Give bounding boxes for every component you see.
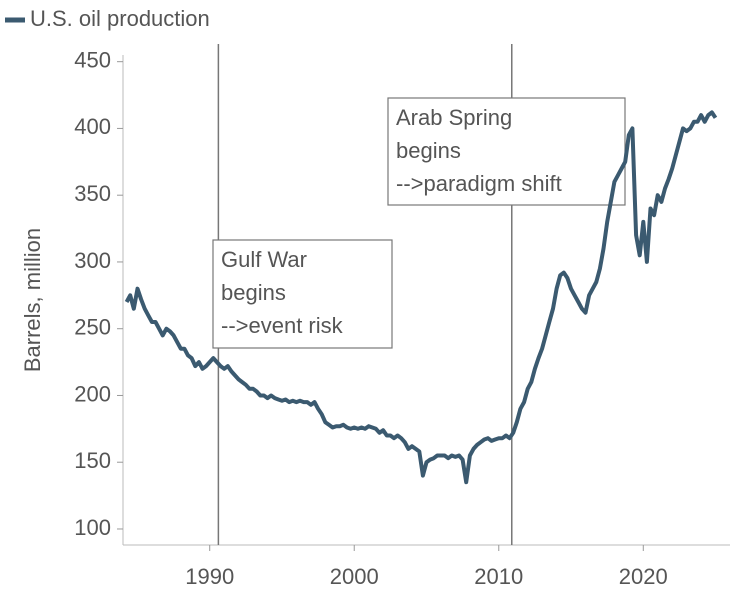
x-tick-label: 2010 bbox=[474, 564, 523, 589]
annotation-box bbox=[212, 239, 393, 349]
y-tick-label: 450 bbox=[74, 47, 111, 72]
annotation-box bbox=[387, 97, 626, 206]
y-tick-label: 150 bbox=[74, 448, 111, 473]
y-axis-label: Barrels, million bbox=[20, 228, 45, 372]
y-tick-label: 350 bbox=[74, 181, 111, 206]
annotation-text: Gulf War bbox=[221, 247, 307, 272]
y-tick-label: 100 bbox=[74, 515, 111, 540]
y-tick-label: 300 bbox=[74, 248, 111, 273]
y-tick-label: 200 bbox=[74, 381, 111, 406]
annotation-text: Arab Spring bbox=[396, 105, 512, 130]
legend-label: U.S. oil production bbox=[30, 6, 210, 31]
x-tick-label: 1990 bbox=[185, 564, 234, 589]
x-tick-label: 2020 bbox=[619, 564, 668, 589]
y-tick-label: 400 bbox=[74, 114, 111, 139]
annotation-text: begins bbox=[396, 138, 461, 163]
x-tick-label: 2000 bbox=[330, 564, 379, 589]
y-tick-label: 250 bbox=[74, 315, 111, 340]
annotation-text: begins bbox=[221, 280, 286, 305]
annotation-text: -->event risk bbox=[221, 313, 344, 338]
series-line bbox=[124, 110, 718, 485]
annotation-text: -->paradigm shift bbox=[396, 171, 562, 196]
